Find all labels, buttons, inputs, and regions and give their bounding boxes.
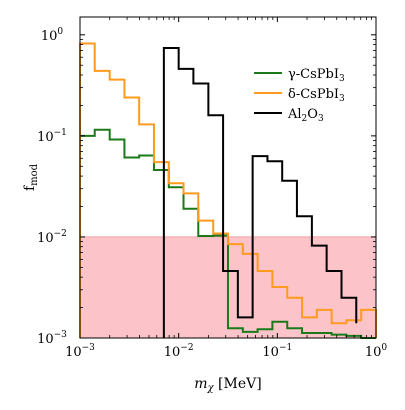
y-tick-label: 100 <box>41 27 64 44</box>
x-axis-label-subscript: χ <box>207 383 215 394</box>
x-tick-label-base: 10 <box>365 345 382 360</box>
legend-label-2: Al2O3 <box>287 107 324 124</box>
x-tick-label: 10−1 <box>262 343 292 360</box>
legend-label-subscript-2: 3 <box>318 114 324 124</box>
y-axis-label-symbol: f <box>22 184 38 191</box>
x-axis-label: mχ [MeV] <box>194 376 261 394</box>
legend-label-text: δ-CsPbI <box>288 87 339 102</box>
x-tick-label: 10−3 <box>65 343 95 360</box>
series-line-2 <box>162 47 358 338</box>
y-axis-label: fmod <box>22 163 40 191</box>
y-tick-label-base: 10 <box>37 332 54 347</box>
y-tick-label: 10−1 <box>37 128 67 145</box>
y-tick-label: 10−3 <box>37 330 67 347</box>
y-tick-label-exponent: −3 <box>54 330 68 340</box>
x-axis-label-unit: [MeV] <box>214 376 262 392</box>
x-axis-label-symbol: m <box>194 376 207 392</box>
legend-label-1: δ-CsPbI3 <box>288 87 345 104</box>
y-tick-label-base: 10 <box>37 231 54 246</box>
x-tick-label-exponent: −2 <box>180 343 193 353</box>
y-axis-label-subscript: mod <box>29 163 40 186</box>
legend-label-subscript: 2 <box>302 114 308 124</box>
y-tick-label-exponent: −2 <box>54 229 67 239</box>
legend-label-text: Al <box>287 107 302 122</box>
series-line-1 <box>79 42 377 338</box>
plot-frame <box>79 16 377 339</box>
series-layer <box>79 42 377 339</box>
x-tick-label: 10−2 <box>164 343 194 360</box>
x-tick-label: 100 <box>365 343 388 360</box>
x-tick-label-base: 10 <box>65 345 82 360</box>
legend-label-0: γ-CsPbI3 <box>288 67 345 84</box>
legend-label-subscript: 3 <box>339 94 345 104</box>
y-tick-label-base: 10 <box>41 29 58 44</box>
x-tick-label-base: 10 <box>262 345 279 360</box>
x-tick-label-exponent: −1 <box>279 343 292 353</box>
legend-label-subscript: 3 <box>339 74 345 84</box>
y-tick-label-exponent: −1 <box>54 128 67 138</box>
legend-label-text: γ-CsPbI <box>288 67 339 82</box>
series-line-0 <box>79 128 376 339</box>
x-tick-label-exponent: −3 <box>82 343 96 353</box>
y-tick-label: 10−2 <box>37 229 67 246</box>
x-tick-label-exponent: 0 <box>381 343 387 353</box>
y-tick-label-exponent: 0 <box>57 27 63 37</box>
x-tick-label-base: 10 <box>164 345 181 360</box>
axis-labels: mχ [MeV] fmod <box>22 163 262 394</box>
y-tick-label-base: 10 <box>37 130 54 145</box>
legend-label-text-2: O <box>307 107 318 122</box>
